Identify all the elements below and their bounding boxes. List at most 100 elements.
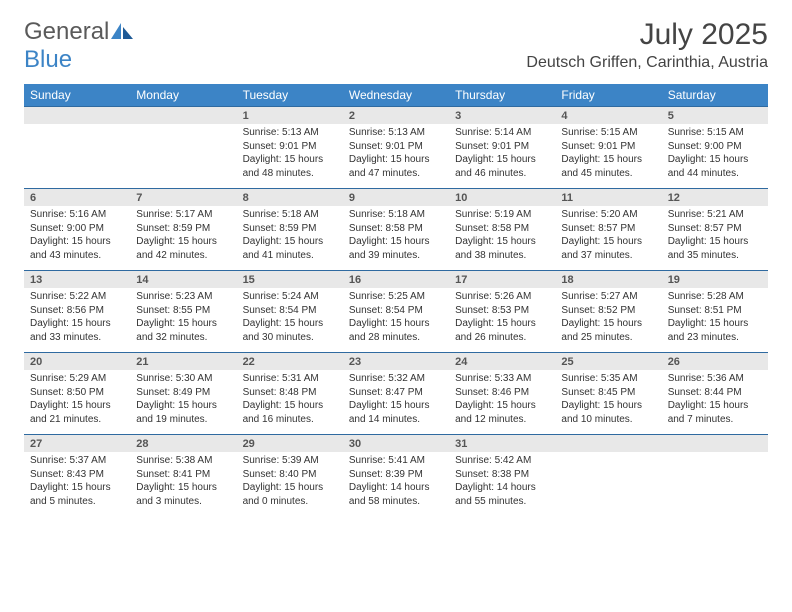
sunrise-line: Sunrise: 5:41 AM bbox=[349, 455, 425, 466]
day-number-cell: 1 bbox=[237, 107, 343, 125]
day-number-cell: 8 bbox=[237, 189, 343, 207]
daylight-line: Daylight: 15 hours and 10 minutes. bbox=[561, 400, 642, 425]
sunset-line: Sunset: 8:53 PM bbox=[455, 305, 529, 316]
day-number-cell: 22 bbox=[237, 353, 343, 371]
sunset-line: Sunset: 8:50 PM bbox=[30, 387, 104, 398]
day-data-cell: Sunrise: 5:16 AMSunset: 9:00 PMDaylight:… bbox=[24, 206, 130, 271]
day-number-cell: 2 bbox=[343, 107, 449, 125]
sunset-line: Sunset: 8:59 PM bbox=[136, 223, 210, 234]
day-data-cell: Sunrise: 5:36 AMSunset: 8:44 PMDaylight:… bbox=[662, 370, 768, 435]
sunrise-line: Sunrise: 5:15 AM bbox=[561, 127, 637, 138]
day-number-cell: 20 bbox=[24, 353, 130, 371]
daylight-line: Daylight: 15 hours and 42 minutes. bbox=[136, 236, 217, 261]
sunset-line: Sunset: 9:00 PM bbox=[30, 223, 104, 234]
sunset-line: Sunset: 8:55 PM bbox=[136, 305, 210, 316]
daylight-line: Daylight: 15 hours and 28 minutes. bbox=[349, 318, 430, 343]
sunrise-line: Sunrise: 5:13 AM bbox=[349, 127, 425, 138]
day-data-cell: Sunrise: 5:41 AM Sunset: 8:39 PM Daylight:… bbox=[343, 452, 449, 516]
day-number-cell: 5 bbox=[662, 107, 768, 125]
weekday-header: Monday bbox=[130, 84, 236, 107]
day-data-cell: Sunrise: 5:38 AMSunset: 8:41 PMDaylight:… bbox=[130, 452, 236, 516]
daylight-line: Daylight: 15 hours and 7 minutes. bbox=[668, 400, 749, 425]
sunset-line: Sunset: 9:00 PM bbox=[668, 141, 742, 152]
weekday-header: Friday bbox=[555, 84, 661, 107]
sunset-line: Sunset: 9:01 PM bbox=[561, 141, 635, 152]
calendar-table: Sunday Monday Tuesday Wednesday Thursday… bbox=[24, 84, 768, 516]
sunrise-line: Sunrise: 5:26 AM bbox=[455, 291, 531, 302]
day-number-cell: 11 bbox=[555, 189, 661, 207]
daylight-line: Daylight: 15 hours and 26 minutes. bbox=[455, 318, 536, 343]
daylight-line: Daylight: 15 hours and 38 minutes. bbox=[455, 236, 536, 261]
weekday-header: Thursday bbox=[449, 84, 555, 107]
day-data-cell bbox=[130, 124, 236, 189]
day-data-cell bbox=[555, 452, 661, 516]
sunset-line: Sunset: 8:41 PM bbox=[136, 469, 210, 480]
daylight-line: Daylight: 14 hours and 58 minutes. bbox=[349, 482, 430, 507]
day-data-cell: Sunrise: 5:30 AMSunset: 8:49 PMDaylight:… bbox=[130, 370, 236, 435]
day-number-cell: 28 bbox=[130, 435, 236, 453]
daylight-line: Daylight: 15 hours and 5 minutes. bbox=[30, 482, 111, 507]
day-number-cell: 4 bbox=[555, 107, 661, 125]
sunset-line: Sunset: 8:44 PM bbox=[668, 387, 742, 398]
daylight-line: Daylight: 15 hours and 0 minutes. bbox=[243, 482, 324, 507]
sunrise-line: Sunrise: 5:42 AM bbox=[455, 455, 531, 466]
sunrise-line: Sunrise: 5:15 AM bbox=[668, 127, 744, 138]
sunset-line: Sunset: 8:59 PM bbox=[243, 223, 317, 234]
daylight-line: Daylight: 15 hours and 16 minutes. bbox=[243, 400, 324, 425]
sunset-line: Sunset: 8:58 PM bbox=[349, 223, 423, 234]
day-data-cell: Sunrise: 5:18 AMSunset: 8:58 PMDaylight:… bbox=[343, 206, 449, 271]
sunrise-line: Sunrise: 5:35 AM bbox=[561, 373, 637, 384]
daylight-line: Daylight: 15 hours and 21 minutes. bbox=[30, 400, 111, 425]
sunrise-line: Sunrise: 5:22 AM bbox=[30, 291, 106, 302]
brand-logo: General Blue bbox=[24, 18, 133, 74]
sunrise-line: Sunrise: 5:14 AM bbox=[455, 127, 531, 138]
sunrise-line: Sunrise: 5:17 AM bbox=[136, 209, 212, 220]
day-data-cell: Sunrise: 5:31 AMSunset: 8:48 PMDaylight:… bbox=[237, 370, 343, 435]
sunset-line: Sunset: 8:39 PM bbox=[349, 469, 423, 480]
daylight-line: Daylight: 15 hours and 35 minutes. bbox=[668, 236, 749, 261]
daylight-line: Daylight: 14 hours and 55 minutes. bbox=[455, 482, 536, 507]
sunrise-line: Sunrise: 5:23 AM bbox=[136, 291, 212, 302]
day-number-cell: 26 bbox=[662, 353, 768, 371]
day-data-cell: Sunrise: 5:25 AMSunset: 8:54 PMDaylight:… bbox=[343, 288, 449, 353]
sunrise-line: Sunrise: 5:19 AM bbox=[455, 209, 531, 220]
day-data-cell bbox=[662, 452, 768, 516]
day-number-cell: 29 bbox=[237, 435, 343, 453]
weekday-header: Wednesday bbox=[343, 84, 449, 107]
day-data-cell: Sunrise: 5:23 AMSunset: 8:55 PMDaylight:… bbox=[130, 288, 236, 353]
day-number-row: 13141516171819 bbox=[24, 271, 768, 289]
daylight-line: Daylight: 15 hours and 46 minutes. bbox=[455, 154, 536, 179]
daylight-line: Daylight: 15 hours and 43 minutes. bbox=[30, 236, 111, 261]
day-data-cell: Sunrise: 5:33 AMSunset: 8:46 PMDaylight:… bbox=[449, 370, 555, 435]
day-data-cell: Sunrise: 5:39 AMSunset: 8:40 PMDaylight:… bbox=[237, 452, 343, 516]
sunset-line: Sunset: 8:40 PM bbox=[243, 469, 317, 480]
day-data-cell: Sunrise: 5:18 AMSunset: 8:59 PMDaylight:… bbox=[237, 206, 343, 271]
daylight-line: Daylight: 15 hours and 30 minutes. bbox=[243, 318, 324, 343]
day-data-cell bbox=[24, 124, 130, 189]
day-number-cell: 16 bbox=[343, 271, 449, 289]
daylight-line: Daylight: 15 hours and 3 minutes. bbox=[136, 482, 217, 507]
day-number-row: 12345 bbox=[24, 107, 768, 125]
sunrise-line: Sunrise: 5:32 AM bbox=[349, 373, 425, 384]
day-number-cell: 10 bbox=[449, 189, 555, 207]
day-data-cell: Sunrise: 5:20 AMSunset: 8:57 PMDaylight:… bbox=[555, 206, 661, 271]
weekday-header: Sunday bbox=[24, 84, 130, 107]
day-number-cell: 25 bbox=[555, 353, 661, 371]
day-data-cell: Sunrise: 5:35 AMSunset: 8:45 PMDaylight:… bbox=[555, 370, 661, 435]
page-title: July 2025 bbox=[526, 18, 768, 52]
daylight-line: Daylight: 15 hours and 12 minutes. bbox=[455, 400, 536, 425]
sunrise-line: Sunrise: 5:31 AM bbox=[243, 373, 319, 384]
sunset-line: Sunset: 8:38 PM bbox=[455, 469, 529, 480]
day-number-cell: 13 bbox=[24, 271, 130, 289]
day-data-cell: Sunrise: 5:29 AMSunset: 8:50 PMDaylight:… bbox=[24, 370, 130, 435]
day-number-cell: 31 bbox=[449, 435, 555, 453]
sunrise-line: Sunrise: 5:24 AM bbox=[243, 291, 319, 302]
daylight-line: Daylight: 15 hours and 37 minutes. bbox=[561, 236, 642, 261]
day-data-row: Sunrise: 5:16 AMSunset: 9:00 PMDaylight:… bbox=[24, 206, 768, 271]
sunset-line: Sunset: 8:57 PM bbox=[561, 223, 635, 234]
sunset-line: Sunset: 9:01 PM bbox=[243, 141, 317, 152]
day-number-cell: 24 bbox=[449, 353, 555, 371]
day-data-cell: Sunrise: 5:13 AMSunset: 9:01 PMDaylight:… bbox=[237, 124, 343, 189]
sunrise-line: Sunrise: 5:18 AM bbox=[243, 209, 319, 220]
day-data-cell: Sunrise: 5:28 AMSunset: 8:51 PMDaylight:… bbox=[662, 288, 768, 353]
